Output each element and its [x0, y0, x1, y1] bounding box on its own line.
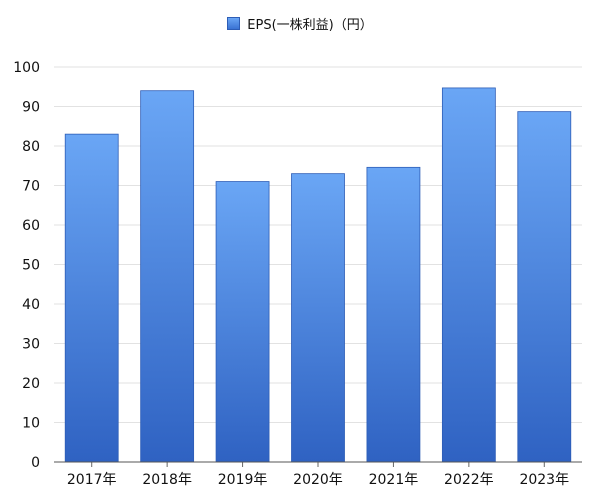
y-tick-label: 80 [22, 139, 40, 155]
bar [215, 181, 270, 463]
y-tick-label: 50 [22, 258, 40, 274]
x-tick-label: 2023年 [519, 472, 569, 488]
bar [441, 87, 496, 463]
y-tick-label: 30 [22, 337, 40, 353]
bar [366, 166, 421, 463]
legend-label: EPS(一株利益)（円） [247, 18, 373, 33]
bar [517, 111, 572, 463]
x-tick-label: 2021年 [369, 472, 419, 488]
y-tick-label: 60 [22, 218, 40, 234]
y-tick-label: 0 [31, 455, 40, 471]
legend-swatch [227, 17, 241, 30]
y-tick-label: 70 [22, 179, 40, 195]
bar [291, 173, 345, 463]
y-tick-label: 100 [13, 60, 40, 76]
y-tick-label: 20 [22, 376, 40, 392]
bars [64, 87, 572, 463]
chart-legend: EPS(一株利益)（円） [0, 14, 600, 33]
x-tick-label: 2020年 [293, 472, 343, 488]
y-tick-label: 10 [22, 416, 40, 432]
y-tick-label: 90 [22, 100, 40, 116]
axes: 0 10 20 30 40 50 60 70 80 90 100 2017年 2018年 2019年 202… [13, 60, 582, 488]
x-tick-label: 2018年 [142, 472, 192, 488]
bar [140, 90, 195, 463]
x-tick-label: 2022年 [444, 472, 494, 488]
x-tick-label: 2019年 [218, 472, 268, 488]
bar [64, 133, 119, 463]
x-tick-label: 2017年 [67, 472, 117, 488]
y-tick-label: 40 [22, 297, 40, 313]
